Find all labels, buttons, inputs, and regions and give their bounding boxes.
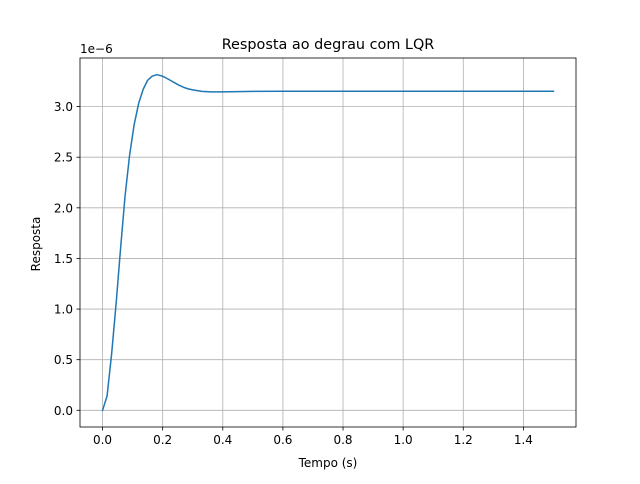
y-axis-offset-label: 1e−6 [80, 42, 113, 56]
x-tick-label: 1.4 [514, 433, 533, 447]
x-tick-label: 0.2 [153, 433, 172, 447]
y-tick-label: 2.0 [54, 201, 73, 215]
series-line [101, 73, 555, 412]
x-tick-label: 0.0 [93, 433, 112, 447]
x-tick-label: 1.2 [454, 433, 473, 447]
y-axis-label: Resposta [29, 217, 43, 272]
y-tick-label: 1.0 [54, 303, 73, 317]
chart-title: Resposta ao degrau com LQR [222, 37, 435, 53]
y-tick-label: 2.5 [54, 151, 73, 165]
y-tick-label: 0.5 [54, 353, 73, 367]
x-tick-label: 1.0 [394, 433, 413, 447]
grid-lines [80, 58, 576, 427]
x-tick-label: 0.6 [273, 433, 292, 447]
tick-layer: 0.0 0.2 0.4 0.6 0.8 1.0 1.2 1.4 0.0 0.5 1.0 1.5 2.0 2… [54, 100, 533, 447]
y-tick-label: 3.0 [54, 100, 73, 114]
x-axis-label: Tempo (s) [298, 456, 358, 470]
y-tick-label: 1.5 [54, 252, 73, 266]
x-tick-label: 0.8 [333, 433, 352, 447]
plot-frame [79, 57, 577, 428]
y-tick-label: 0.0 [54, 404, 73, 418]
x-tick-label: 0.4 [213, 433, 232, 447]
series-layer [101, 73, 555, 412]
